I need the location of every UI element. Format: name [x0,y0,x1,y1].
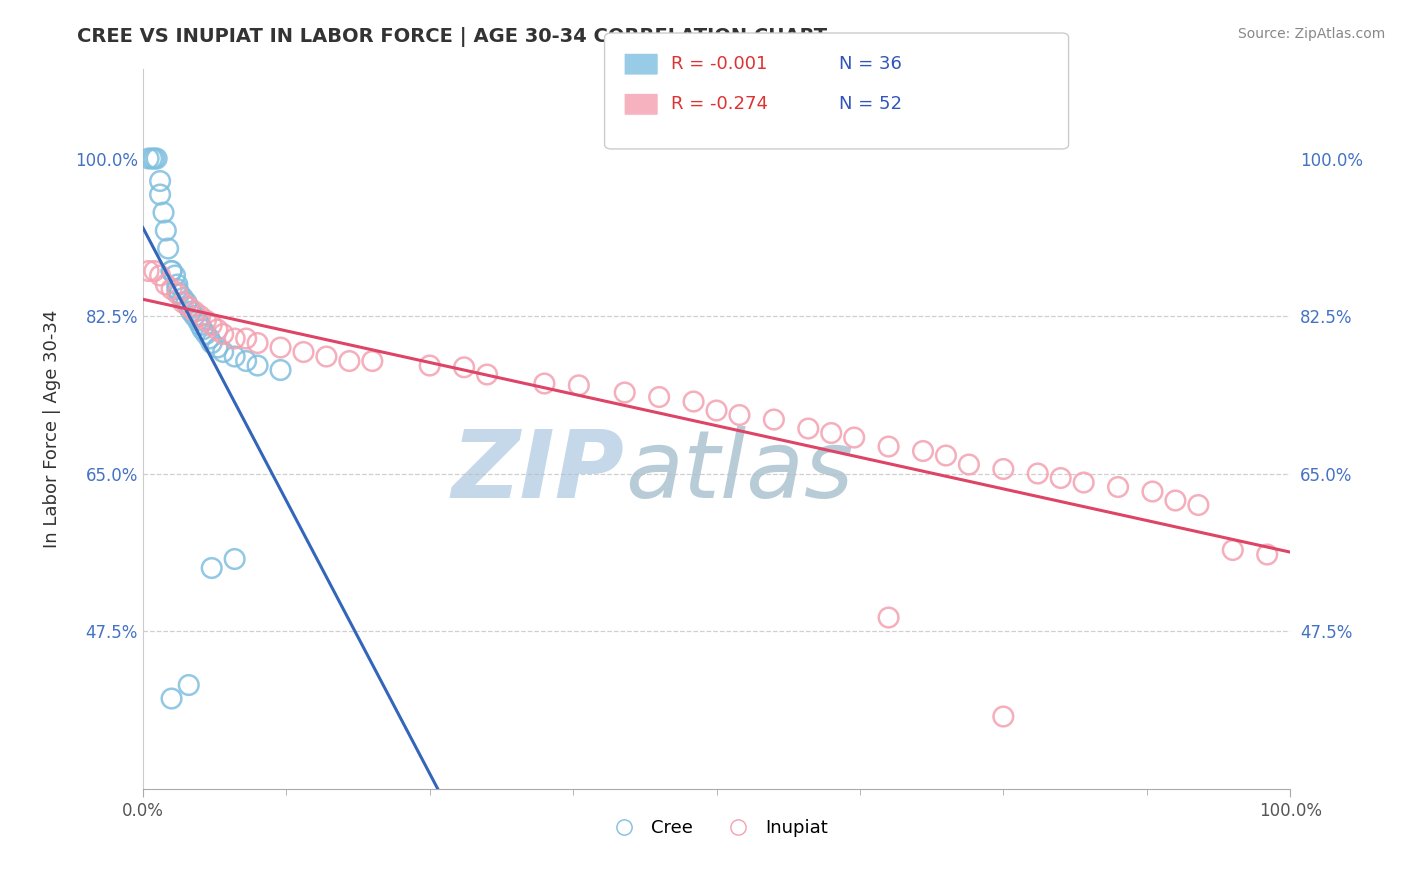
Point [143,152,166,166]
Point [141,152,163,166]
Point [1222,543,1244,558]
Text: ZIP: ZIP [451,425,624,517]
Point [235,332,257,346]
Point [1049,471,1071,485]
Point [315,350,337,364]
Point [1256,548,1278,562]
Point [188,309,211,323]
Legend: Cree, Inupiat: Cree, Inupiat [599,812,835,845]
Point [172,291,194,305]
Point [419,359,441,373]
Point [935,449,957,463]
Point [138,152,160,166]
Point [648,390,671,404]
Point [224,552,246,566]
Point [166,282,188,296]
Text: Source: ZipAtlas.com: Source: ZipAtlas.com [1237,27,1385,41]
Point [337,354,360,368]
Point [877,440,900,454]
Point [149,268,172,283]
Point [993,709,1015,723]
Point [176,295,198,310]
Point [270,341,292,355]
Point [177,300,200,314]
Point [877,610,900,624]
Text: N = 36: N = 36 [839,55,903,73]
Point [143,264,166,278]
Point [155,223,177,237]
Point [475,368,498,382]
Point [682,394,704,409]
Text: atlas: atlas [624,426,853,517]
Point [292,345,315,359]
Point [166,277,188,292]
Text: N = 52: N = 52 [839,95,903,113]
Point [194,313,217,327]
Point [224,350,246,364]
Point [166,286,188,301]
Point [270,363,292,377]
Point [797,421,820,435]
Point [911,444,934,458]
Point [453,360,475,375]
Point [172,295,194,310]
Point [1142,484,1164,499]
Point [246,336,269,351]
Point [1187,498,1209,512]
Point [1107,480,1129,494]
Point [201,318,224,332]
Point [160,282,183,296]
Point [212,345,235,359]
Point [191,322,214,336]
Y-axis label: In Labor Force | Age 30-34: In Labor Force | Age 30-34 [44,310,60,548]
Point [957,458,980,472]
Point [188,318,211,332]
Text: CREE VS INUPIAT IN LABOR FORCE | AGE 30-34 CORRELATION CHART: CREE VS INUPIAT IN LABOR FORCE | AGE 30-… [77,27,828,46]
Point [706,403,728,417]
Point [361,354,384,368]
Point [160,691,183,706]
Point [207,341,229,355]
Point [155,277,177,292]
Text: R = -0.001: R = -0.001 [671,55,768,73]
Point [201,561,224,575]
Point [235,354,257,368]
Point [152,205,174,219]
Point [160,264,183,278]
Point [224,332,246,346]
Point [762,412,785,426]
Point [198,332,221,346]
Point [1026,467,1049,481]
Point [180,304,202,318]
Point [149,187,172,202]
Point [820,425,842,440]
Point [728,408,751,422]
Point [177,300,200,314]
Point [568,378,591,392]
Point [157,242,180,256]
Point [149,174,172,188]
Point [194,326,217,341]
Point [212,326,235,341]
Point [177,678,200,692]
Point [533,376,555,391]
Point [169,286,191,301]
Point [183,304,205,318]
Point [1073,475,1095,490]
Point [993,462,1015,476]
Point [145,152,167,166]
Point [613,385,636,400]
Point [1164,493,1187,508]
Point [160,264,183,278]
Point [183,309,205,323]
Point [187,313,209,327]
Text: R = -0.274: R = -0.274 [671,95,768,113]
Point [163,268,186,283]
Point [844,431,866,445]
Point [201,336,224,351]
Point [246,359,269,373]
Point [207,322,229,336]
Point [138,264,160,278]
